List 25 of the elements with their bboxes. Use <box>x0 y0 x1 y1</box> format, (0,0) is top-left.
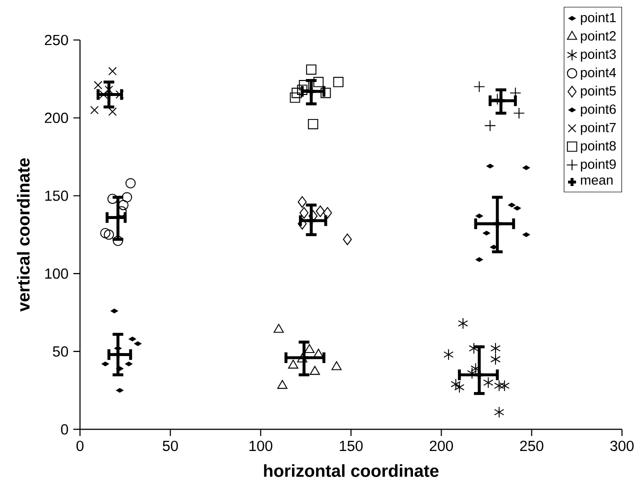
y-axis-title: vertical coordinate <box>16 158 30 312</box>
legend-label: point2 <box>580 30 616 44</box>
x-tick-label: 300 <box>610 440 634 452</box>
x-tick-label: 0 <box>76 440 84 452</box>
legend-label: point9 <box>580 159 616 172</box>
x-tick-label: 200 <box>430 440 453 452</box>
x-tick-label: 50 <box>162 440 178 452</box>
y-tick-label: 250 <box>44 34 68 46</box>
legend-label: mean <box>580 177 613 185</box>
y-tick-label: 150 <box>45 190 68 201</box>
legend-label: point1 <box>580 12 616 25</box>
legend-label: point7 <box>580 122 616 135</box>
x-tick-label: 150 <box>340 440 363 452</box>
legend-label: point6 <box>580 104 616 117</box>
legend-label: point3 <box>580 49 616 62</box>
x-tick-label: 250 <box>520 440 544 452</box>
y-tick-label: 100 <box>45 268 68 279</box>
y-tick-label: 0 <box>61 424 68 435</box>
legend-label: point4 <box>580 67 616 80</box>
x-axis-title: horizontal coordinate <box>264 464 439 477</box>
legend-label: point8 <box>580 140 616 154</box>
y-tick-label: 200 <box>44 112 68 124</box>
y-tick-label: 50 <box>52 346 68 357</box>
x-tick-label: 100 <box>250 440 272 452</box>
legend-label: point5 <box>580 86 616 98</box>
